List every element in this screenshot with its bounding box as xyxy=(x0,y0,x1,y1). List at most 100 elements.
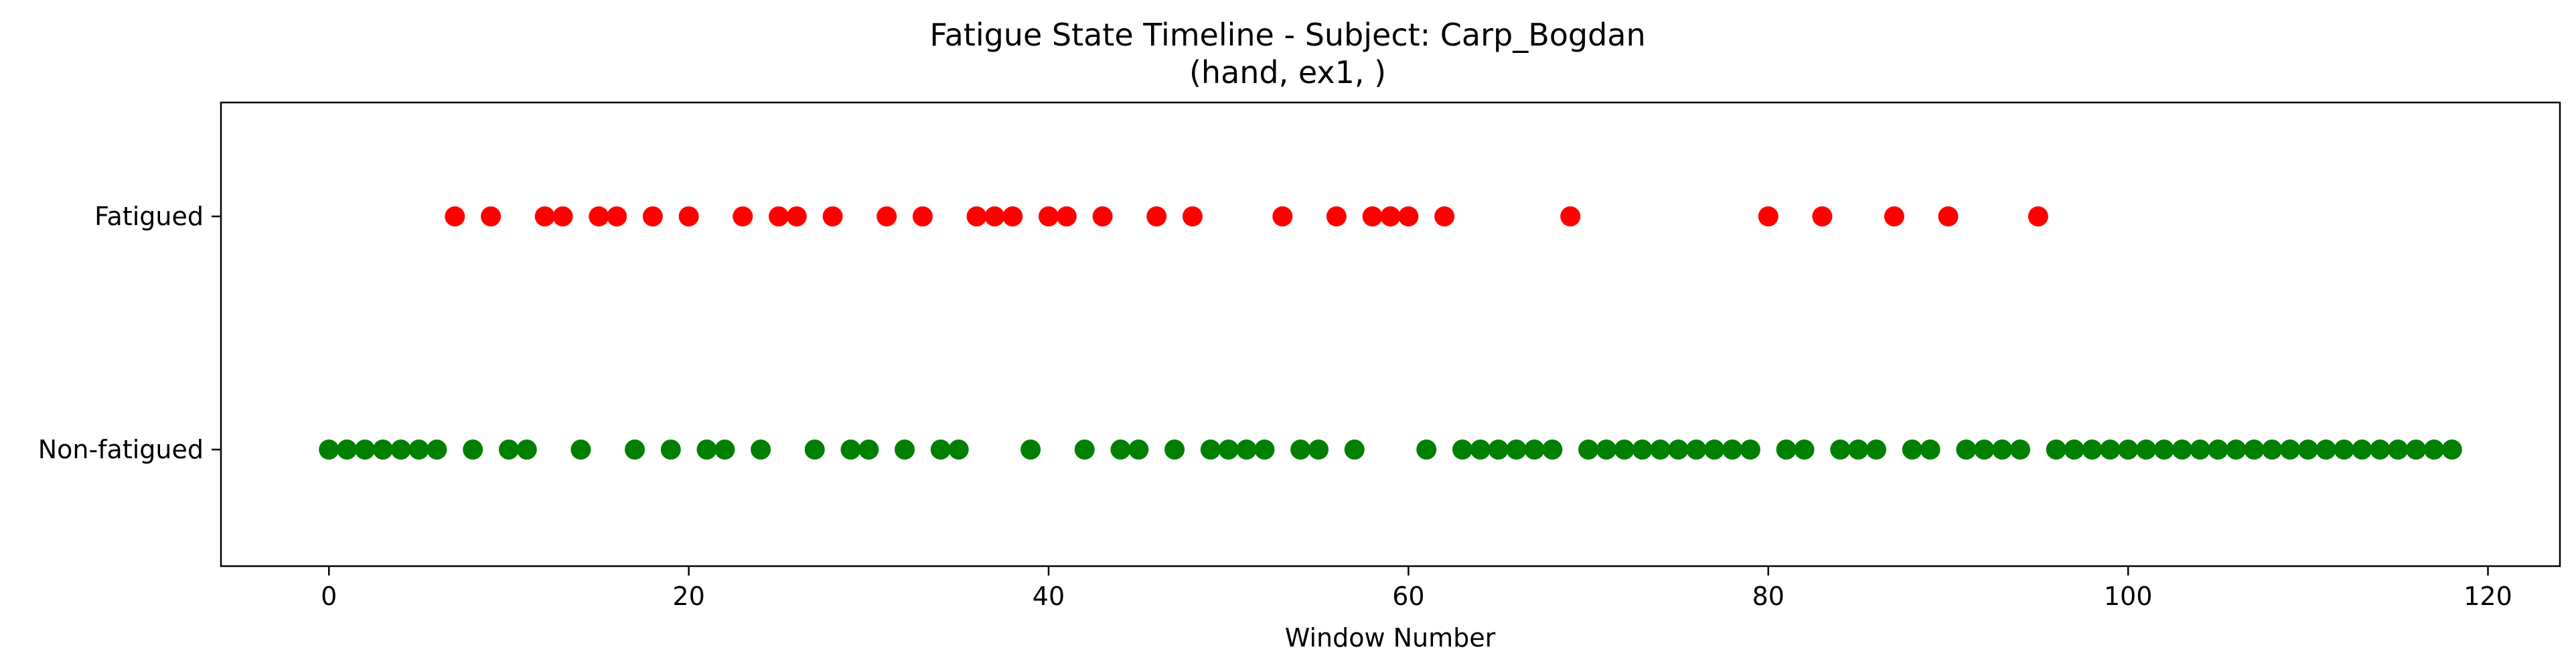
non-fatigued-point xyxy=(2423,440,2444,460)
y-axis: Non-fatigued Fatigued xyxy=(38,202,221,464)
non-fatigued-point xyxy=(1974,440,1995,460)
fatigued-point xyxy=(1812,206,1833,226)
fatigued-point xyxy=(1272,206,1293,226)
non-fatigued-point xyxy=(2334,440,2354,460)
non-fatigued-point xyxy=(840,440,861,460)
fatigued-point xyxy=(1038,206,1059,226)
non-fatigued-point xyxy=(1920,440,1941,460)
fatigued-point xyxy=(984,206,1005,226)
non-fatigued-point xyxy=(1956,440,1977,460)
x-tick-label: 120 xyxy=(2464,582,2512,611)
x-axis: 0 20 40 60 80 100 120 xyxy=(321,566,2512,611)
fatigued-point xyxy=(589,206,609,226)
non-fatigued-point xyxy=(804,440,825,460)
non-fatigued-point xyxy=(2441,440,2462,460)
fatigued-point xyxy=(642,206,663,226)
non-fatigued-point xyxy=(2136,440,2157,460)
chart-title: Fatigue State Timeline - Subject: Carp_B… xyxy=(929,17,1645,53)
non-fatigued-point xyxy=(2046,440,2066,460)
non-fatigued-point xyxy=(390,440,411,460)
non-fatigued-point xyxy=(463,440,483,460)
non-fatigued-point xyxy=(1416,440,1437,460)
non-fatigued-point xyxy=(2262,440,2283,460)
x-tick-label: 60 xyxy=(1392,582,1424,611)
non-fatigued-point xyxy=(319,440,339,460)
fatigued-point xyxy=(534,206,555,226)
non-fatigued-point xyxy=(2172,440,2192,460)
non-fatigued-point xyxy=(895,440,915,460)
fatigued-point xyxy=(481,206,502,226)
x-tick-label: 100 xyxy=(2104,582,2153,611)
fatigued-point xyxy=(678,206,699,226)
y-tick-label: Non-fatigued xyxy=(38,435,204,464)
non-fatigued-point xyxy=(2190,440,2210,460)
x-tick-label: 0 xyxy=(321,582,337,611)
fatigued-point xyxy=(966,206,987,226)
non-fatigued-point xyxy=(2153,440,2174,460)
non-fatigued-point xyxy=(1506,440,1527,460)
fatigued-point xyxy=(1362,206,1383,226)
non-fatigued-point xyxy=(660,440,681,460)
fatigued-point xyxy=(1884,206,1904,226)
non-fatigued-point xyxy=(714,440,735,460)
chart-subtitle: (hand, ex1, ) xyxy=(1189,54,1386,90)
x-tick-label: 40 xyxy=(1033,582,1065,611)
non-fatigued-point xyxy=(1290,440,1311,460)
non-fatigued-point xyxy=(427,440,447,460)
non-fatigued-point xyxy=(2279,440,2300,460)
fatigued-point xyxy=(1398,206,1419,226)
non-fatigued-point xyxy=(2352,440,2372,460)
fatigued-point xyxy=(552,206,573,226)
non-fatigued-point xyxy=(1596,440,1616,460)
non-fatigued-point xyxy=(1632,440,1653,460)
non-fatigued-point xyxy=(1686,440,1707,460)
non-fatigued-point xyxy=(751,440,771,460)
non-fatigued-point xyxy=(2244,440,2265,460)
non-fatigued-point xyxy=(2082,440,2103,460)
non-fatigued-point xyxy=(1848,440,1869,460)
non-fatigued-point xyxy=(1542,440,1563,460)
non-fatigued-point xyxy=(930,440,951,460)
fatigued-point xyxy=(786,206,807,226)
non-fatigued-point xyxy=(1452,440,1472,460)
fatigued-point xyxy=(1002,206,1023,226)
non-fatigued-point xyxy=(1074,440,1095,460)
non-fatigued-point xyxy=(1488,440,1509,460)
non-fatigued-point xyxy=(1020,440,1041,460)
x-tick-label: 20 xyxy=(672,582,704,611)
fatigued-point xyxy=(768,206,789,226)
non-fatigued-point xyxy=(1830,440,1851,460)
fatigued-point xyxy=(607,206,627,226)
non-fatigued-point xyxy=(2100,440,2121,460)
non-fatigued-point xyxy=(2010,440,2030,460)
non-fatigued-point xyxy=(1470,440,1491,460)
non-fatigued-point xyxy=(1308,440,1329,460)
non-fatigued-point xyxy=(408,440,429,460)
non-fatigued-point xyxy=(498,440,519,460)
non-fatigued-point xyxy=(1992,440,2013,460)
fatigued-point xyxy=(1938,206,1959,226)
fatigued-point xyxy=(445,206,465,226)
non-fatigued-point xyxy=(624,440,645,460)
non-fatigued-point xyxy=(1722,440,1743,460)
fatigued-point xyxy=(822,206,843,226)
plot-area-frame xyxy=(220,101,2561,567)
fatigued-point xyxy=(1092,206,1113,226)
non-fatigued-point xyxy=(1704,440,1725,460)
non-fatigued-point xyxy=(1110,440,1131,460)
non-fatigued-point xyxy=(2297,440,2318,460)
non-fatigued-point xyxy=(1524,440,1545,460)
non-fatigued-point xyxy=(696,440,717,460)
non-fatigued-point xyxy=(2388,440,2409,460)
fatigued-point xyxy=(1146,206,1167,226)
non-fatigued-point xyxy=(1200,440,1221,460)
fatigued-point xyxy=(733,206,753,226)
non-fatigued-point xyxy=(571,440,591,460)
non-fatigued-point xyxy=(2370,440,2391,460)
non-fatigued-point xyxy=(1236,440,1257,460)
fatigued-point xyxy=(1326,206,1347,226)
fatigued-point xyxy=(1560,206,1581,226)
non-fatigued-point xyxy=(2208,440,2228,460)
non-fatigued-point xyxy=(1164,440,1185,460)
